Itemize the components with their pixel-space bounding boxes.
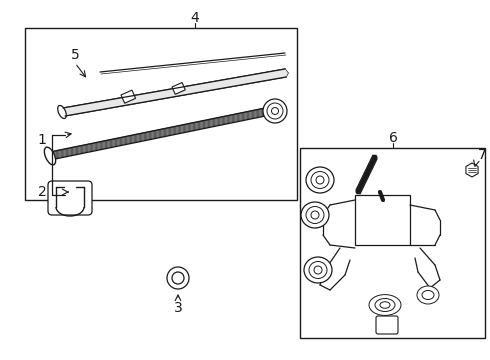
Ellipse shape — [271, 108, 278, 114]
Text: 3: 3 — [173, 301, 182, 315]
Ellipse shape — [306, 207, 324, 224]
Polygon shape — [466, 163, 478, 177]
Ellipse shape — [369, 294, 401, 315]
Text: 1: 1 — [38, 133, 47, 147]
Ellipse shape — [309, 261, 327, 279]
FancyBboxPatch shape — [355, 195, 410, 245]
FancyBboxPatch shape — [48, 181, 92, 215]
Ellipse shape — [301, 202, 329, 228]
Ellipse shape — [167, 267, 189, 289]
Text: 7: 7 — [478, 148, 487, 162]
Bar — [300, 148, 485, 338]
Ellipse shape — [267, 103, 283, 119]
Bar — [25, 28, 297, 200]
Ellipse shape — [58, 105, 66, 118]
Ellipse shape — [375, 298, 395, 311]
Text: 2: 2 — [38, 185, 47, 199]
Ellipse shape — [172, 272, 184, 284]
Bar — [172, 82, 185, 94]
Ellipse shape — [314, 266, 322, 274]
Ellipse shape — [311, 171, 329, 189]
Bar — [60, 183, 80, 201]
Bar — [121, 90, 136, 103]
Ellipse shape — [306, 167, 334, 193]
Ellipse shape — [380, 302, 390, 308]
Text: 6: 6 — [389, 131, 397, 145]
Ellipse shape — [316, 176, 324, 184]
Ellipse shape — [422, 291, 434, 300]
FancyBboxPatch shape — [376, 316, 398, 334]
Ellipse shape — [45, 147, 56, 165]
Ellipse shape — [417, 286, 439, 304]
Ellipse shape — [263, 99, 287, 123]
Ellipse shape — [311, 211, 319, 219]
Text: 5: 5 — [71, 48, 79, 62]
Polygon shape — [63, 69, 288, 116]
Ellipse shape — [304, 257, 332, 283]
Text: 4: 4 — [191, 11, 199, 25]
